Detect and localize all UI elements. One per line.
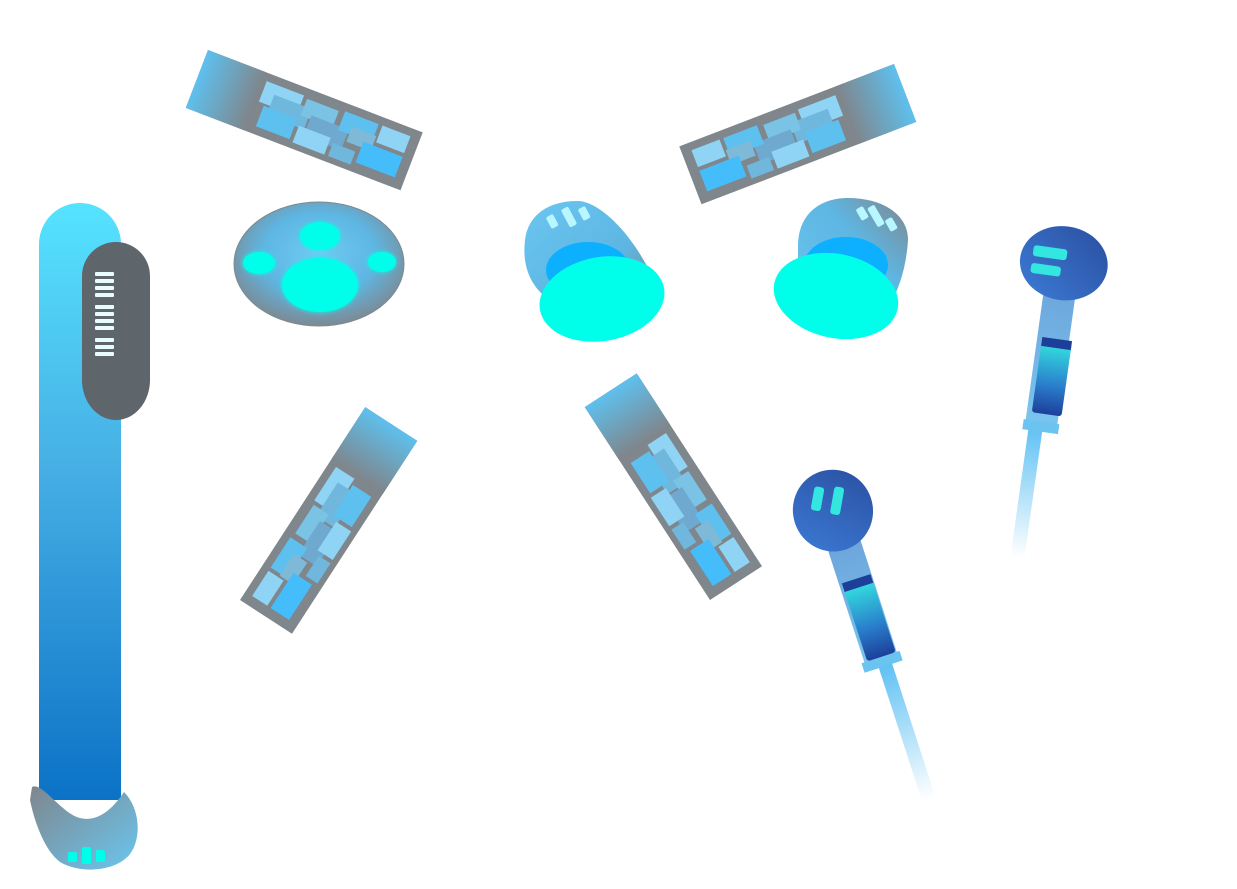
wand-tilted-grip [843, 576, 895, 661]
circuit-arm-lower-right [584, 373, 762, 600]
limb-bar [30, 203, 150, 870]
circuit-arm-lower-left [240, 407, 418, 634]
limb-bar-foot-lights [68, 847, 105, 864]
wand-upright-collar [1022, 419, 1060, 435]
probe-wand-upright [1010, 226, 1108, 559]
shoulder-right-ball [773, 252, 899, 340]
wand-upright-head [1019, 226, 1108, 301]
wand-tilted-eye-left [811, 486, 825, 511]
wand-tilted-stick [872, 644, 936, 802]
core-body-lights [243, 222, 396, 312]
limb-bar-panel [82, 242, 150, 420]
probe-wand-tilted [792, 469, 936, 802]
shoulder-left-ball [539, 256, 665, 342]
shoulder-joint-left [524, 200, 665, 342]
limb-bar-foot [30, 786, 138, 870]
wand-tilted-eye-right [830, 486, 845, 516]
circuit-arm-top-left [185, 50, 423, 191]
wand-upright-grip [1032, 339, 1072, 417]
wand-upright-eye-top [1032, 245, 1068, 261]
core-body-front [233, 201, 405, 327]
wand-tilted-collar [861, 650, 903, 673]
shoulder-joint-right [773, 198, 908, 340]
wand-upright-eye-bottom [1030, 263, 1061, 277]
shoulder-left-lights [546, 206, 591, 229]
limb-bar-vent-lines [95, 272, 114, 356]
wand-upright-stick [1010, 408, 1046, 559]
circuit-arm-top-right [679, 64, 917, 205]
shoulder-right-lights [856, 205, 898, 232]
